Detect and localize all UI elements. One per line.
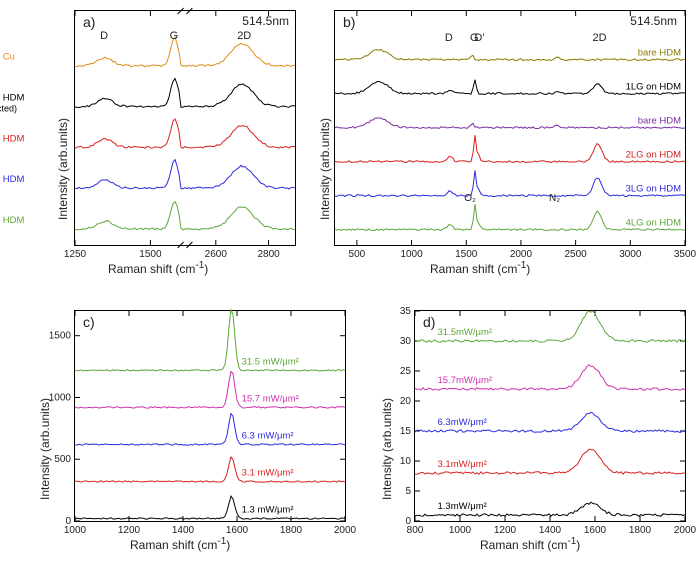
svg-text:15.7mW/μm²: 15.7mW/μm² (438, 375, 493, 386)
svg-text:6.3mW/μm²: 6.3mW/μm² (438, 417, 487, 428)
panel-a: 12501500260028004LG on HDM3LG on HDM2LG … (74, 10, 296, 246)
xlabel-text: Raman shift (cm (108, 262, 195, 276)
svg-text:2000: 2000 (334, 525, 357, 536)
svg-text:D: D (445, 32, 453, 44)
svg-text:G: G (170, 30, 179, 42)
xlabel-suffix-b: ) (526, 262, 530, 276)
svg-text:2LG on HDM: 2LG on HDM (0, 133, 25, 144)
panel-d-plot: 8001000120014001600180020000510152025303… (415, 311, 685, 521)
panel-b: 5001000150020002500300035004LG on HDM3LG… (334, 10, 686, 246)
svg-text:1000: 1000 (49, 392, 72, 403)
svg-text:1800: 1800 (280, 525, 303, 536)
svg-text:500: 500 (54, 454, 71, 465)
panel-b-plot: 5001000150020002500300035004LG on HDM3LG… (335, 11, 685, 245)
svg-text:3LG on HDM: 3LG on HDM (626, 184, 682, 195)
panel-c: 10001200140016001800200005001000150031.5… (74, 310, 346, 522)
svg-text:1200: 1200 (118, 525, 141, 536)
panel-d-letter: d) (423, 314, 435, 330)
svg-text:2000: 2000 (510, 249, 533, 260)
svg-text:6.3 mW/μm²: 6.3 mW/μm² (242, 430, 294, 441)
xlabel-sup-b: -1 (517, 260, 526, 271)
svg-text:1600: 1600 (226, 525, 249, 536)
panel-d-ylabel: Intensity (arb.units) (380, 398, 394, 500)
svg-text:1500: 1500 (49, 331, 72, 342)
panel-b-letter: b) (343, 14, 355, 30)
svg-text:1LG on HDM: 1LG on HDM (0, 92, 25, 103)
panel-c-ylabel: Intensity (arb.units) (38, 398, 52, 500)
panel-d-xlabel: Raman shift (cm-1) (480, 536, 580, 552)
svg-text:1000: 1000 (400, 249, 423, 260)
xlabel-sup-d: -1 (567, 536, 576, 547)
panel-a-ylabel: Intensity (arb.units) (56, 118, 70, 220)
svg-text:10: 10 (400, 456, 412, 467)
svg-text:500: 500 (349, 249, 366, 260)
panel-b-ylabel: Intensity (arb.units) (318, 118, 332, 220)
svg-text:1400: 1400 (539, 525, 562, 536)
panel-c-xlabel: Raman shift (cm-1) (130, 536, 230, 552)
svg-text:2000: 2000 (674, 525, 697, 536)
svg-text:1250: 1250 (64, 249, 87, 260)
svg-text:0: 0 (405, 516, 411, 527)
svg-text:1.3 mW/μm²: 1.3 mW/μm² (242, 505, 294, 516)
svg-text:15.7 mW/μm²: 15.7 mW/μm² (242, 393, 299, 404)
svg-text:O₂: O₂ (464, 193, 476, 204)
svg-text:2LG on HDM: 2LG on HDM (626, 150, 682, 161)
svg-text:25: 25 (400, 366, 412, 377)
svg-text:3.1 mW/μm²: 3.1 mW/μm² (242, 467, 294, 478)
svg-text:0: 0 (65, 516, 71, 527)
svg-text:31.5mW/μm²: 31.5mW/μm² (438, 327, 493, 338)
svg-text:1000: 1000 (449, 525, 472, 536)
svg-text:1LG on Cu: 1LG on Cu (0, 52, 15, 63)
svg-text:1800: 1800 (629, 525, 652, 536)
svg-text:20: 20 (400, 396, 412, 407)
xlabel-sup: -1 (195, 260, 204, 271)
svg-text:1500: 1500 (455, 249, 478, 260)
svg-text:bare HDM: bare HDM (638, 116, 681, 127)
xlabel-suffix-d: ) (576, 538, 580, 552)
svg-text:30: 30 (400, 336, 412, 347)
svg-text:3500: 3500 (674, 249, 697, 260)
xlabel-text-c: Raman shift (cm (130, 538, 217, 552)
figure-page: 12501500260028004LG on HDM3LG on HDM2LG … (0, 0, 700, 566)
svg-text:4LG on HDM: 4LG on HDM (626, 218, 682, 229)
panel-d: 8001000120014001600180020000510152025303… (414, 310, 686, 522)
svg-text:D: D (100, 30, 108, 42)
svg-text:2D: 2D (237, 30, 251, 42)
panel-a-plot: 12501500260028004LG on HDM3LG on HDM2LG … (75, 11, 295, 245)
svg-text:3LG on HDM: 3LG on HDM (0, 174, 25, 185)
svg-text:4LG on HDM: 4LG on HDM (0, 215, 25, 226)
panel-a-xlabel: Raman shift (cm-1) (108, 260, 208, 276)
svg-text:N₂: N₂ (549, 193, 560, 204)
svg-text:1LG on HDM: 1LG on HDM (626, 82, 682, 93)
panel-c-plot: 10001200140016001800200005001000150031.5… (75, 311, 345, 521)
svg-text:(subtracted): (subtracted) (0, 103, 17, 113)
svg-text:3000: 3000 (619, 249, 642, 260)
svg-text:bare HDM: bare HDM (638, 48, 681, 59)
svg-text:5: 5 (405, 486, 411, 497)
svg-text:1400: 1400 (172, 525, 195, 536)
panel-a-letter: a) (83, 14, 95, 30)
svg-text:15: 15 (400, 426, 412, 437)
svg-text:D': D' (474, 32, 484, 44)
panel-a-wavelength: 514.5nm (242, 14, 289, 28)
svg-text:35: 35 (400, 306, 412, 317)
panel-b-wavelength: 514.5nm (630, 14, 677, 28)
svg-text:31.5 mW/μm²: 31.5 mW/μm² (242, 356, 299, 367)
panel-b-xlabel: Raman shift (cm-1) (430, 260, 530, 276)
svg-text:2800: 2800 (257, 249, 280, 260)
svg-text:1500: 1500 (139, 249, 162, 260)
svg-text:2D: 2D (593, 32, 607, 44)
svg-text:1.3mW/μm²: 1.3mW/μm² (438, 501, 487, 512)
xlabel-suffix-c: ) (226, 538, 230, 552)
svg-text:2600: 2600 (205, 249, 228, 260)
xlabel-sup-c: -1 (217, 536, 226, 547)
xlabel-text-d: Raman shift (cm (480, 538, 567, 552)
xlabel-text-b: Raman shift (cm (430, 262, 517, 276)
svg-text:1600: 1600 (584, 525, 607, 536)
xlabel-suffix: ) (204, 262, 208, 276)
svg-text:1200: 1200 (494, 525, 517, 536)
panel-c-letter: c) (83, 314, 95, 330)
svg-text:2500: 2500 (565, 249, 588, 260)
svg-text:3.1mW/μm²: 3.1mW/μm² (438, 459, 487, 470)
